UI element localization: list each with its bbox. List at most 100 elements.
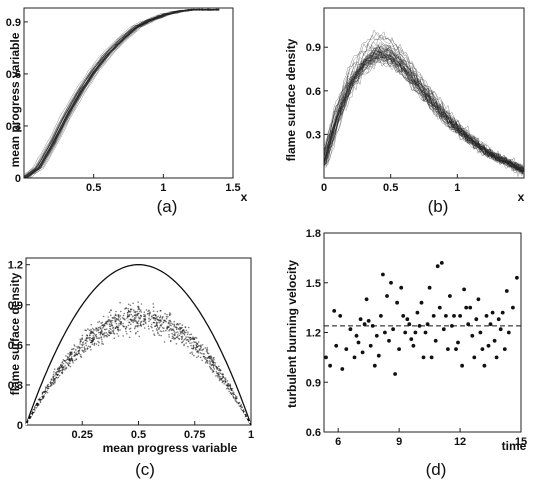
panel-d-data-point — [334, 343, 339, 348]
panel-c-data-point — [226, 387, 228, 390]
panel-d-data-point — [494, 355, 499, 360]
panel-c-data-point — [69, 365, 72, 368]
panel-c-data-point — [79, 338, 81, 341]
panel-c-data-point — [83, 347, 86, 350]
panel-c-data-point — [119, 318, 122, 320]
panel-b-x-axis-label: x — [518, 190, 525, 204]
panel-c-data-point — [90, 330, 92, 333]
panel-c-data-point — [32, 412, 34, 414]
panel-d-data-point — [484, 314, 489, 318]
panel-b-y-tick-label: 0.3 — [306, 129, 321, 141]
panel-c-data-point — [70, 353, 72, 356]
panel-c-data-point — [73, 351, 76, 353]
panel-c-data-point — [153, 322, 155, 324]
panel-c-data-point — [87, 347, 89, 350]
panel-c-data-point — [47, 387, 50, 390]
panel-c-data-point — [68, 355, 71, 357]
panel-c-data-point — [210, 358, 213, 361]
panel-c-data-point — [130, 313, 133, 316]
panel-c-data-point — [80, 356, 83, 358]
panel-c-data-point — [175, 331, 177, 334]
panel-c-data-point — [125, 326, 128, 329]
panel-c-data-point — [112, 317, 114, 319]
panel-c-data-point — [139, 317, 142, 319]
panel-c-data-point — [217, 375, 219, 378]
panel-c-data-point — [66, 356, 69, 358]
panel-c-mean-curve — [25, 317, 252, 426]
panel-c-data-point — [64, 367, 66, 370]
panel-c-data-point — [236, 401, 238, 404]
panel-c-data-point — [152, 330, 154, 332]
panel-c-data-point — [193, 341, 195, 343]
panel-c-data-point — [238, 402, 241, 404]
panel-c-data-point — [163, 341, 166, 343]
panel-c-data-point — [143, 313, 145, 316]
panel-d-data-point — [448, 294, 452, 298]
panel-c-data-point — [128, 328, 131, 330]
panel-c-data-point — [81, 343, 83, 346]
panel-c-data-point — [103, 324, 106, 327]
panel-c-data-point — [147, 325, 150, 328]
panel-c-y-tick-label: 0.9 — [8, 300, 23, 312]
panel-d-x-tick-label: 12 — [454, 436, 466, 448]
panel-c-data-point — [126, 316, 129, 318]
panel-b-series-line — [323, 32, 525, 172]
panel-c-data-point — [114, 319, 116, 321]
panel-c-data-point — [168, 319, 171, 322]
panel-c-x-tick-label: 0.25 — [72, 429, 93, 441]
panel-c-data-point — [152, 314, 155, 317]
panel-c-data-point — [181, 341, 183, 343]
panel-c-data-point — [100, 331, 102, 334]
panel-c-data-point — [104, 323, 106, 325]
panel-c-data-point — [109, 320, 111, 323]
panel-d-data-point — [344, 347, 349, 351]
panel-c-data-point — [94, 329, 96, 331]
panel-c-data-point — [148, 328, 150, 330]
panel-c-data-point — [165, 317, 168, 320]
panel-c-data-point — [76, 353, 79, 356]
panel-c-data-point — [52, 377, 54, 379]
panel-c-data-point — [154, 314, 157, 317]
panel-c-data-point — [53, 381, 56, 383]
panel-c-data-point — [197, 352, 200, 354]
panel-c-data-point — [85, 342, 87, 344]
panel-c-data-point — [78, 351, 80, 354]
panel-c-data-point — [120, 321, 122, 323]
panel-c-data-point — [52, 373, 55, 376]
panel-c-data-point — [122, 322, 124, 325]
panel-c-data-point — [132, 315, 134, 318]
panel-a-y-tick-label: 0.3 — [6, 121, 21, 133]
panel-c-data-point — [57, 368, 59, 370]
panel-a-series-line — [23, 8, 220, 179]
panel-c-data-point — [125, 330, 127, 333]
panel-c-data-point — [67, 364, 70, 367]
panel-c-data-point — [228, 390, 230, 393]
panel-d: 6 9 12 15 0.6 0.9 1.2 1.5 1.8 turbulent burning … — [285, 228, 527, 479]
panel-c-data-point — [78, 352, 81, 355]
panel-c-data-point — [232, 395, 234, 397]
panel-c-data-point — [190, 333, 193, 336]
panel-a-series-line — [23, 8, 220, 179]
panel-c-data-point — [189, 342, 191, 345]
panel-c-data-point — [197, 341, 200, 343]
panel-c-data-point — [123, 317, 125, 320]
panel-c-data-point — [196, 356, 198, 359]
panel-c-data-point — [70, 348, 73, 351]
panel-c-data-point — [53, 378, 55, 381]
panel-c-data-point — [222, 373, 224, 376]
panel-d-plot-area: 6 9 12 15 0.6 0.9 1.2 1.5 1.8 — [306, 228, 527, 448]
panel-c-data-point — [166, 313, 168, 316]
panel-c-data-point — [92, 336, 95, 339]
panel-c-data-point — [110, 331, 112, 333]
panel-c-data-point — [165, 329, 167, 332]
panel-d-data-point — [464, 305, 469, 310]
panel-c-data-point — [168, 322, 170, 325]
panel-c-data-point — [137, 312, 140, 315]
panel-c-data-point — [160, 334, 162, 337]
panel-c-data-point — [136, 322, 139, 324]
panel-c-data-point — [164, 312, 166, 315]
panel-c-data-point — [143, 320, 145, 323]
panel-c-data-point — [109, 332, 111, 334]
panel-c-data-point — [224, 379, 227, 381]
panel-c-data-point — [133, 327, 136, 330]
